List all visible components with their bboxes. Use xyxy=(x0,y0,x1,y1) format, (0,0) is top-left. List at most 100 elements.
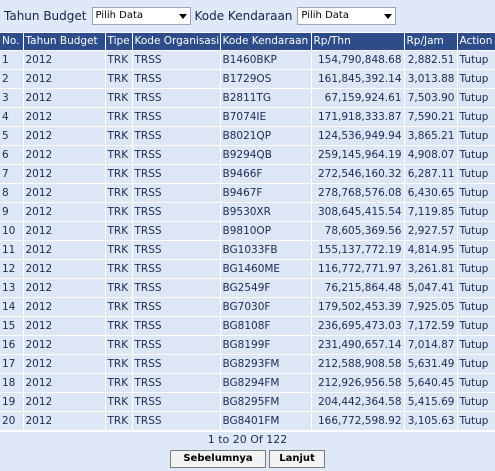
cell-vehicle: BG8294FM xyxy=(220,373,312,393)
table-row[interactable]: 20 2012 TRK TRSS BG8401FM 166,772,598.92 3,105… xyxy=(0,411,495,431)
cell-vehicle: B9810OP xyxy=(220,221,312,241)
cell-action[interactable]: Tutup xyxy=(457,411,495,431)
column-header-organization[interactable]: Kode Organisasi xyxy=(132,33,221,51)
table-row[interactable]: 16 2012 TRK TRSS BG8199F 231,490,657.14 7,014.… xyxy=(0,335,495,355)
table-row[interactable]: 7 2012 TRK TRSS B9466F 272,546,160.32 6,287.11… xyxy=(0,164,495,184)
cell-no: 10 xyxy=(0,221,24,241)
cell-year: 2012 xyxy=(23,411,106,431)
cell-type: TRK xyxy=(105,259,133,279)
cell-action[interactable]: Tutup xyxy=(457,392,495,412)
cell-rp-year: 278,768,576.08 xyxy=(311,183,405,203)
cell-vehicle: B9530XR xyxy=(220,202,312,222)
cell-rp-hour: 5,415.69 xyxy=(404,392,458,412)
table-row[interactable]: 2 2012 TRK TRSS B1729OS 161,845,392.14 3,013.8… xyxy=(0,69,495,89)
column-header-rp-year[interactable]: Rp/Thn xyxy=(311,33,405,51)
table-row[interactable]: 15 2012 TRK TRSS BG8108F 236,695,473.03 7,172.… xyxy=(0,316,495,336)
cell-organization: TRSS xyxy=(132,69,221,89)
cell-action[interactable]: Tutup xyxy=(457,50,495,70)
cell-type: TRK xyxy=(105,316,133,336)
cell-rp-hour: 7,590.21 xyxy=(404,107,458,127)
cell-year: 2012 xyxy=(23,354,106,374)
column-header-year[interactable]: Tahun Budget xyxy=(23,33,106,51)
column-header-no[interactable]: No. xyxy=(0,33,24,51)
column-header-rp-hour[interactable]: Rp/Jam xyxy=(404,33,458,51)
cell-rp-hour: 3,013.88 xyxy=(404,69,458,89)
cell-rp-year: 204,442,364.58 xyxy=(311,392,405,412)
cell-action[interactable]: Tutup xyxy=(457,335,495,355)
table-row[interactable]: 19 2012 TRK TRSS BG8295FM 204,442,364.58 5,415… xyxy=(0,392,495,412)
cell-action[interactable]: Tutup xyxy=(457,259,495,279)
cell-no: 14 xyxy=(0,297,24,317)
column-header-action[interactable]: Action xyxy=(457,33,495,51)
year-select[interactable]: Pilih Data xyxy=(91,7,191,25)
table-body: 1 2012 TRK TRSS B1460BKP 154,790,848.68 2,882.… xyxy=(0,50,495,431)
cell-type: TRK xyxy=(105,88,133,108)
cell-action[interactable]: Tutup xyxy=(457,164,495,184)
cell-action[interactable]: Tutup xyxy=(457,107,495,127)
cell-action[interactable]: Tutup xyxy=(457,145,495,165)
cell-type: TRK xyxy=(105,145,133,165)
next-button[interactable]: Lanjut xyxy=(269,450,325,468)
cell-no: 13 xyxy=(0,278,24,298)
cell-type: TRK xyxy=(105,107,133,127)
cell-action[interactable]: Tutup xyxy=(457,278,495,298)
cell-year: 2012 xyxy=(23,335,106,355)
cell-action[interactable]: Tutup xyxy=(457,126,495,146)
cell-action[interactable]: Tutup xyxy=(457,88,495,108)
cell-rp-year: 212,588,908.58 xyxy=(311,354,405,374)
cell-rp-hour: 5,640.45 xyxy=(404,373,458,393)
cell-no: 2 xyxy=(0,69,24,89)
cell-action[interactable]: Tutup xyxy=(457,202,495,222)
cell-action[interactable]: Tutup xyxy=(457,69,495,89)
cell-type: TRK xyxy=(105,164,133,184)
cell-type: TRK xyxy=(105,335,133,355)
year-select-value: Pilih Data xyxy=(95,10,144,21)
table-row[interactable]: 9 2012 TRK TRSS B9530XR 308,645,415.54 7,119.8… xyxy=(0,202,495,222)
cell-vehicle: BG8108F xyxy=(220,316,312,336)
cell-rp-hour: 2,927.57 xyxy=(404,221,458,241)
cell-rp-year: 76,215,864.48 xyxy=(311,278,405,298)
cell-rp-hour: 7,014.87 xyxy=(404,335,458,355)
cell-type: TRK xyxy=(105,392,133,412)
table-row[interactable]: 13 2012 TRK TRSS BG2549F 76,215,864.48 5,047.4… xyxy=(0,278,495,298)
cell-action[interactable]: Tutup xyxy=(457,297,495,317)
cell-action[interactable]: Tutup xyxy=(457,183,495,203)
cell-action[interactable]: Tutup xyxy=(457,354,495,374)
cell-year: 2012 xyxy=(23,373,106,393)
cell-vehicle: B7074IE xyxy=(220,107,312,127)
cell-no: 8 xyxy=(0,183,24,203)
cell-rp-year: 308,645,415.54 xyxy=(311,202,405,222)
previous-button[interactable]: Sebelumnya xyxy=(170,450,266,468)
cell-rp-hour: 4,908.07 xyxy=(404,145,458,165)
cell-rp-year: 116,772,771.97 xyxy=(311,259,405,279)
column-header-vehicle[interactable]: Kode Kendaraan xyxy=(220,33,312,51)
table-row[interactable]: 11 2012 TRK TRSS BG1033FB 155,137,772.19 4,814… xyxy=(0,240,495,260)
cell-action[interactable]: Tutup xyxy=(457,316,495,336)
vehicle-select[interactable]: Pilih Data xyxy=(297,7,397,25)
table-row[interactable]: 3 2012 TRK TRSS B2811TG 67,159,924.61 7,503.90… xyxy=(0,88,495,108)
cell-organization: TRSS xyxy=(132,126,221,146)
cell-organization: TRSS xyxy=(132,221,221,241)
cell-vehicle: BG8295FM xyxy=(220,392,312,412)
table-row[interactable]: 8 2012 TRK TRSS B9467F 278,768,576.08 6,430.65… xyxy=(0,183,495,203)
cell-rp-year: 171,918,333.87 xyxy=(311,107,405,127)
table-row[interactable]: 1 2012 TRK TRSS B1460BKP 154,790,848.68 2,882.… xyxy=(0,50,495,70)
table-row[interactable]: 18 2012 TRK TRSS BG8294FM 212,926,956.58 5,640… xyxy=(0,373,495,393)
cell-action[interactable]: Tutup xyxy=(457,221,495,241)
cell-organization: TRSS xyxy=(132,259,221,279)
cell-vehicle: BG1460ME xyxy=(220,259,312,279)
table-row[interactable]: 14 2012 TRK TRSS BG7030F 179,502,453.39 7,925.… xyxy=(0,297,495,317)
cell-vehicle: BG1033FB xyxy=(220,240,312,260)
vehicle-select-value: Pilih Data xyxy=(301,10,349,21)
cell-action[interactable]: Tutup xyxy=(457,240,495,260)
column-header-type[interactable]: Tipe xyxy=(105,33,133,51)
cell-action[interactable]: Tutup xyxy=(457,373,495,393)
table-row[interactable]: 10 2012 TRK TRSS B9810OP 78,605,369.56 2,927.5… xyxy=(0,221,495,241)
table-row[interactable]: 6 2012 TRK TRSS B9294QB 259,145,964.19 4,908.0… xyxy=(0,145,495,165)
cell-year: 2012 xyxy=(23,259,106,279)
table-row[interactable]: 4 2012 TRK TRSS B7074IE 171,918,333.87 7,590.2… xyxy=(0,107,495,127)
table-header-row: No. Tahun Budget Tipe Kode Organisasi Ko… xyxy=(0,33,495,51)
table-row[interactable]: 17 2012 TRK TRSS BG8293FM 212,588,908.58 5,631… xyxy=(0,354,495,374)
table-row[interactable]: 5 2012 TRK TRSS B8021QP 124,536,949.94 3,865.2… xyxy=(0,126,495,146)
table-row[interactable]: 12 2012 TRK TRSS BG1460ME 116,772,771.97 3,261… xyxy=(0,259,495,279)
